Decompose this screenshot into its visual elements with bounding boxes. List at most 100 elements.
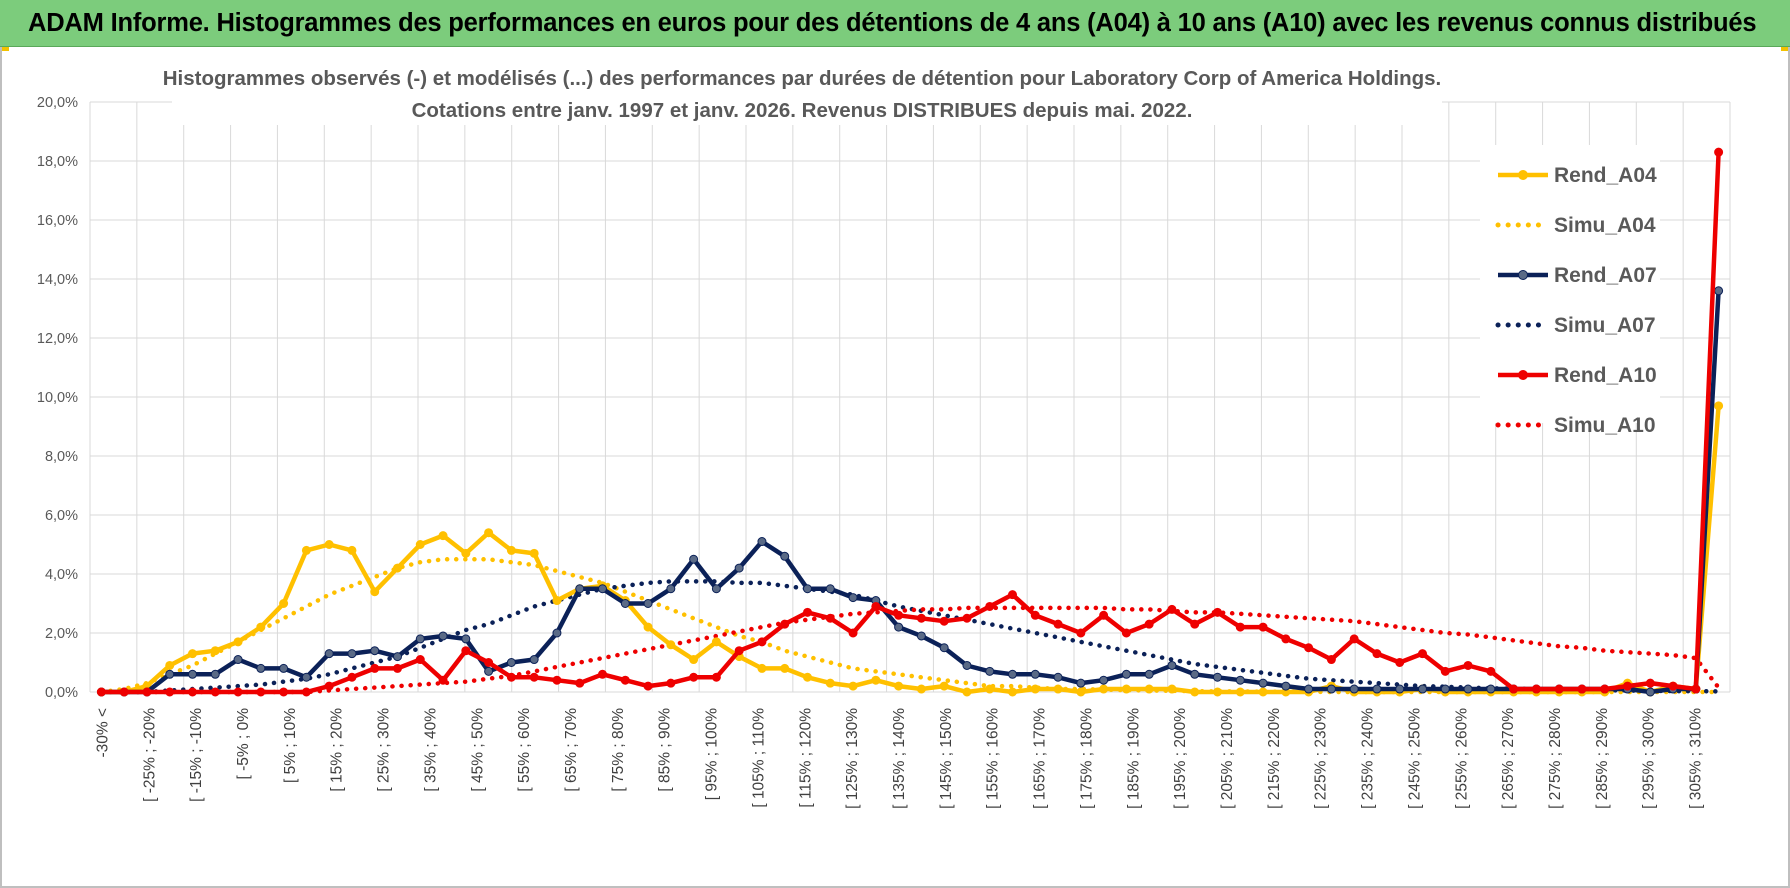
data-point-rend-a04 xyxy=(1167,684,1177,694)
series-line-simu-a07 xyxy=(99,579,1721,695)
data-point-rend-a07 xyxy=(347,649,357,659)
x-tick-label: [ 165% ; 170% xyxy=(1032,708,1049,809)
data-point-rend-a10 xyxy=(1509,684,1519,694)
x-tick-label: [ 225% ; 230% xyxy=(1313,708,1330,809)
x-tick-label: [ 185% ; 190% xyxy=(1125,708,1142,809)
data-point-rend-a04 xyxy=(370,587,380,597)
data-point-rend-a07 xyxy=(1395,684,1405,694)
data-point-rend-a10 xyxy=(1418,649,1427,659)
data-point-rend-a07 xyxy=(1099,675,1109,685)
data-point-rend-a10 xyxy=(1304,643,1314,653)
report-title: ADAM Informe. Histogrammes des performan… xyxy=(28,9,1757,37)
data-point-rend-a04 xyxy=(985,684,995,694)
legend-label-simu-a10: Simu_A10 xyxy=(1554,414,1656,437)
data-point-rend-a10 xyxy=(1463,660,1473,670)
data-point-rend-a07 xyxy=(1714,286,1724,296)
data-point-rend-a07 xyxy=(1144,669,1154,679)
data-point-rend-a10 xyxy=(666,678,676,688)
data-point-rend-a10 xyxy=(552,675,562,685)
series-line-simu-a04 xyxy=(99,557,1721,695)
data-point-rend-a04 xyxy=(894,681,904,691)
x-tick-label: [ -5% ; 0% xyxy=(235,708,252,780)
x-tick-label: [ 55% ; 60% xyxy=(516,708,533,792)
data-point-rend-a10 xyxy=(1326,655,1336,665)
chart-title: Histogrammes observés (-) et modélisés (… xyxy=(163,59,1442,125)
series-line-simu-a10 xyxy=(99,605,1721,695)
data-point-rend-a07 xyxy=(711,584,721,594)
data-point-rend-a07 xyxy=(1372,684,1382,694)
data-point-rend-a07 xyxy=(939,643,949,653)
data-point-rend-a07 xyxy=(415,634,425,644)
data-point-rend-a07 xyxy=(461,634,471,644)
data-point-rend-a10 xyxy=(939,616,949,626)
data-point-rend-a07 xyxy=(1349,684,1359,694)
data-point-rend-a07 xyxy=(1440,684,1450,694)
data-point-rend-a07 xyxy=(552,628,562,638)
data-point-rend-a10 xyxy=(825,613,835,623)
data-point-rend-a07 xyxy=(256,663,266,673)
data-point-rend-a07 xyxy=(438,631,448,641)
data-point-rend-a04 xyxy=(529,548,539,558)
data-point-rend-a10 xyxy=(1121,628,1131,638)
x-tick-label: [ 45% ; 50% xyxy=(469,708,486,792)
x-tick-label: [ 115% ; 120% xyxy=(797,708,814,808)
data-point-rend-a04 xyxy=(1213,687,1222,697)
data-point-rend-a10 xyxy=(210,687,220,697)
data-point-rend-a07 xyxy=(301,672,311,682)
legend-label-rend-a07: Rend_A07 xyxy=(1554,264,1657,287)
data-point-rend-a10 xyxy=(1281,634,1291,644)
data-point-rend-a10 xyxy=(1691,684,1701,694)
data-point-rend-a10 xyxy=(1531,684,1541,694)
x-tick-label: [ 135% ; 140% xyxy=(891,708,908,809)
data-point-rend-a07 xyxy=(1121,669,1131,679)
data-point-rend-a04 xyxy=(962,687,972,697)
data-point-rend-a04 xyxy=(803,672,812,682)
data-point-rend-a07 xyxy=(484,666,494,676)
series-line-rend-a04 xyxy=(101,405,1721,695)
x-tick-label: [ -15% ; -10% xyxy=(188,708,205,802)
data-point-rend-a10 xyxy=(1213,607,1222,617)
y-axis-ticks: 0,0% 2,0% 4,0% 6,0% 8,0% 10,0% 12,0% 14,0% 16,0%… xyxy=(37,95,78,701)
data-point-rend-a10 xyxy=(1372,649,1382,659)
data-point-rend-a10 xyxy=(1258,622,1268,632)
data-point-rend-a07 xyxy=(1281,681,1291,691)
data-point-rend-a04 xyxy=(347,545,357,555)
data-point-rend-a04 xyxy=(1190,687,1200,697)
data-point-rend-a04 xyxy=(393,563,402,573)
x-tick-label: [ 265% ; 270% xyxy=(1500,708,1517,809)
data-point-rend-a04 xyxy=(848,681,858,691)
data-point-rend-a10 xyxy=(1144,619,1154,629)
corner-mark-left xyxy=(0,47,9,51)
data-point-rend-a10 xyxy=(1645,678,1655,688)
data-point-rend-a07 xyxy=(529,655,539,665)
x-axis-ticks: -30% < [ -25% ; -20% [ -15% ; -10% [ -5% ; … xyxy=(94,708,1704,809)
chart-title-background xyxy=(172,59,1442,125)
data-point-rend-a04 xyxy=(1099,684,1109,694)
data-point-rend-a10 xyxy=(962,613,972,623)
x-tick-label: -30% < xyxy=(94,708,111,758)
data-point-rend-a10 xyxy=(734,646,744,656)
data-point-rend-a07 xyxy=(1463,684,1473,694)
x-tick-label: [ 275% ; 280% xyxy=(1547,708,1564,809)
data-point-rend-a10 xyxy=(1030,610,1040,620)
data-point-rend-a04 xyxy=(1144,684,1154,694)
corner-mark-right xyxy=(1781,47,1790,51)
data-point-rend-a07 xyxy=(1645,687,1655,697)
data-point-rend-a10 xyxy=(711,672,721,682)
data-point-rend-a10 xyxy=(689,672,699,682)
data-point-rend-a07 xyxy=(210,669,220,679)
data-point-rend-a07 xyxy=(1213,672,1222,682)
data-point-rend-a07 xyxy=(1418,684,1427,694)
data-point-rend-a10 xyxy=(347,672,357,682)
data-point-rend-a10 xyxy=(1167,604,1177,614)
data-point-rend-a10 xyxy=(96,687,106,697)
data-point-rend-a10 xyxy=(575,678,585,688)
data-point-rend-a04 xyxy=(1121,684,1131,694)
data-point-rend-a10 xyxy=(506,672,516,682)
x-tick-label: [ 155% ; 160% xyxy=(985,708,1002,809)
y-tick-label: 8,0% xyxy=(45,449,78,465)
data-point-rend-a07 xyxy=(825,584,835,594)
data-point-rend-a10 xyxy=(1099,610,1109,620)
series-layer xyxy=(96,147,1724,697)
x-tick-label: [ 145% ; 150% xyxy=(938,708,955,809)
